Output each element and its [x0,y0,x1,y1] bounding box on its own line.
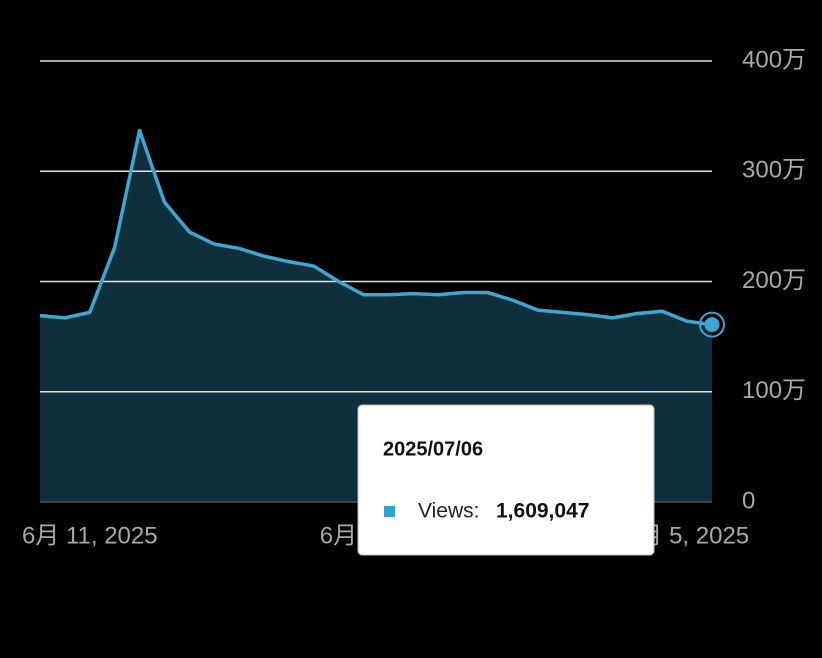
highlight-ring [699,311,725,338]
x-tick-label: 6月 11, 2025 [22,522,158,549]
line [39,128,713,327]
tooltip-box [357,404,655,556]
tooltip: 2025/07/06 Views: 1,609,047 [357,404,655,556]
y-tick-label: 400万 [742,46,806,73]
highlight-point [704,317,720,333]
y-tick-label: 0 [742,487,755,514]
tooltip-value: 1,609,047 [496,500,589,523]
y-tick-label: 300万 [742,157,806,184]
tooltip-swatch [384,506,395,517]
y-tick-label: 100万 [742,377,806,404]
tooltip-title: 2025/07/06 [383,438,483,460]
y-tick-label: 200万 [742,267,806,294]
tooltip-label: Views: [418,500,479,523]
